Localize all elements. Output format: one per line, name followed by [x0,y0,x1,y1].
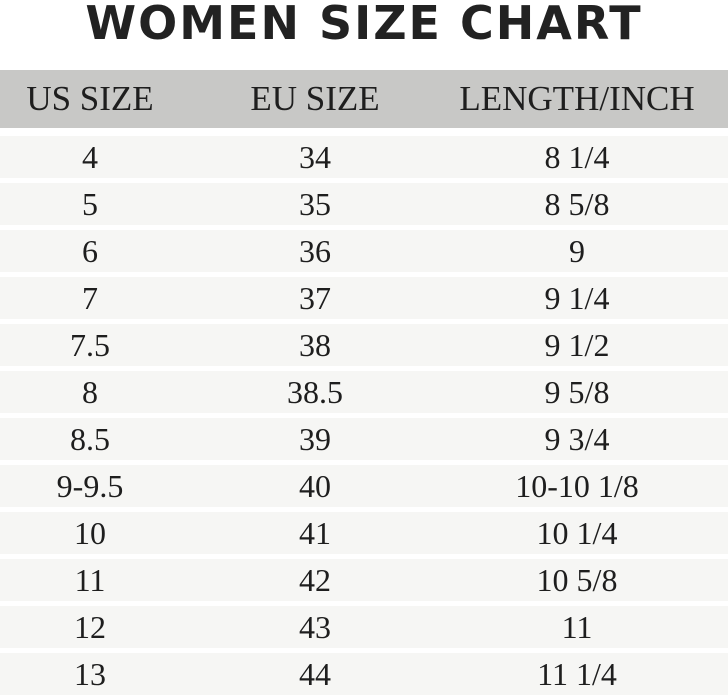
table-row: 7 37 9 1/4 [0,277,728,319]
us-size-cell: 9-9.5 [56,467,124,504]
length-cell: 9 1/2 [544,326,610,363]
us-size-cell: 6 [82,232,98,269]
us-size-cell: 7 [82,279,98,316]
table-row: 10 41 10 1/4 [0,512,728,554]
eu-size-cell: 43 [299,608,331,645]
table-row: 12 43 11 [0,606,728,648]
us-size-cell: 7.5 [70,326,110,363]
header-us-size: US SIZE [26,79,154,118]
table-row: 7.5 38 9 1/2 [0,324,728,366]
us-size-cell: 4 [82,138,98,175]
us-size-cell: 5 [82,185,98,222]
eu-size-cell: 35 [299,185,331,222]
eu-size-cell: 41 [299,514,331,551]
eu-size-cell: 34 [299,138,331,175]
us-size-cell: 13 [74,655,106,692]
us-size-cell: 11 [74,561,106,598]
header-eu-size: EU SIZE [250,79,380,118]
length-cell: 10-10 1/8 [515,467,639,504]
length-cell: 9 5/8 [544,373,610,410]
eu-size-cell: 37 [299,279,331,316]
eu-size-cell: 44 [299,655,331,692]
us-size-cell: 10 [74,514,106,551]
length-cell: 8 5/8 [544,185,610,222]
eu-size-cell: 40 [299,467,331,504]
eu-size-cell: 38.5 [287,373,343,410]
length-cell: 10 1/4 [536,514,618,551]
table-header: US SIZE EU SIZE LENGTH/INCH [0,70,728,128]
table-row: 4 34 8 1/4 [0,136,728,178]
table-row: 5 35 8 5/8 [0,183,728,225]
length-cell: 10 5/8 [536,561,618,598]
length-cell: 11 1/4 [537,655,617,692]
table-row: 11 42 10 5/8 [0,559,728,601]
table-row: 9-9.5 40 10-10 1/8 [0,465,728,507]
table-row: 8.5 39 9 3/4 [0,418,728,460]
length-cell: 9 [569,232,585,269]
table-row: 6 36 9 [0,230,728,272]
eu-size-cell: 38 [299,326,331,363]
table-row: 13 44 11 1/4 [0,653,728,695]
us-size-cell: 8.5 [70,420,110,457]
chart-title: WOMEN SIZE CHART [85,0,643,50]
length-cell: 9 3/4 [544,420,610,457]
us-size-cell: 12 [74,608,106,645]
eu-size-cell: 39 [299,420,331,457]
length-cell: 8 1/4 [544,138,610,175]
header-length-inch: LENGTH/INCH [459,79,695,118]
length-cell: 11 [561,608,593,645]
table-row: 8 38.5 9 5/8 [0,371,728,413]
us-size-cell: 8 [82,373,98,410]
eu-size-cell: 36 [299,232,331,269]
length-cell: 9 1/4 [544,279,610,316]
eu-size-cell: 42 [299,561,331,598]
